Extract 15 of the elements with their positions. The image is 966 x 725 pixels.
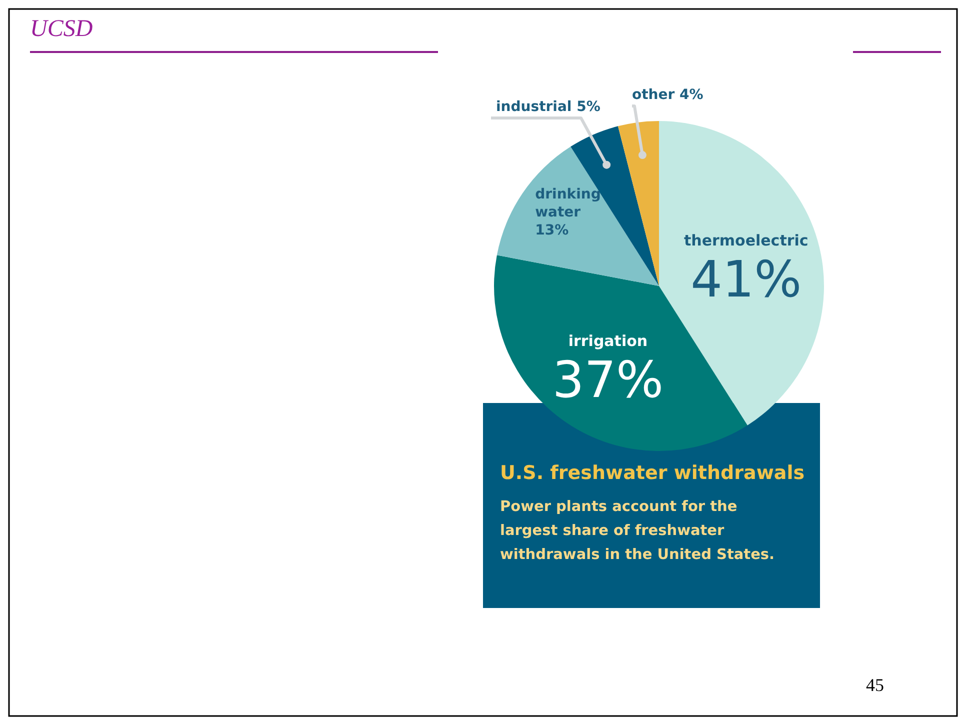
data-label: 41% — [690, 250, 802, 309]
pie-slice — [659, 121, 824, 426]
data-label: 37% — [552, 351, 664, 410]
text: 45 — [866, 675, 884, 695]
pie-slice — [496, 146, 659, 286]
text: UCSD — [30, 16, 93, 42]
data-label: 13% — [535, 222, 569, 238]
slice-label: other 4% — [632, 87, 704, 103]
slice-label: irrigation — [568, 332, 648, 350]
slice-label: industrial 5% — [496, 99, 600, 115]
pie-slice — [618, 121, 659, 286]
text: Power plants account for the largest share of freshwater withdrawals in the United States. — [500, 499, 775, 563]
slice-label: drinking water — [535, 186, 601, 220]
text: U.S. freshwater withdrawals — [500, 462, 805, 484]
slice-label: thermoelectric — [684, 232, 808, 250]
